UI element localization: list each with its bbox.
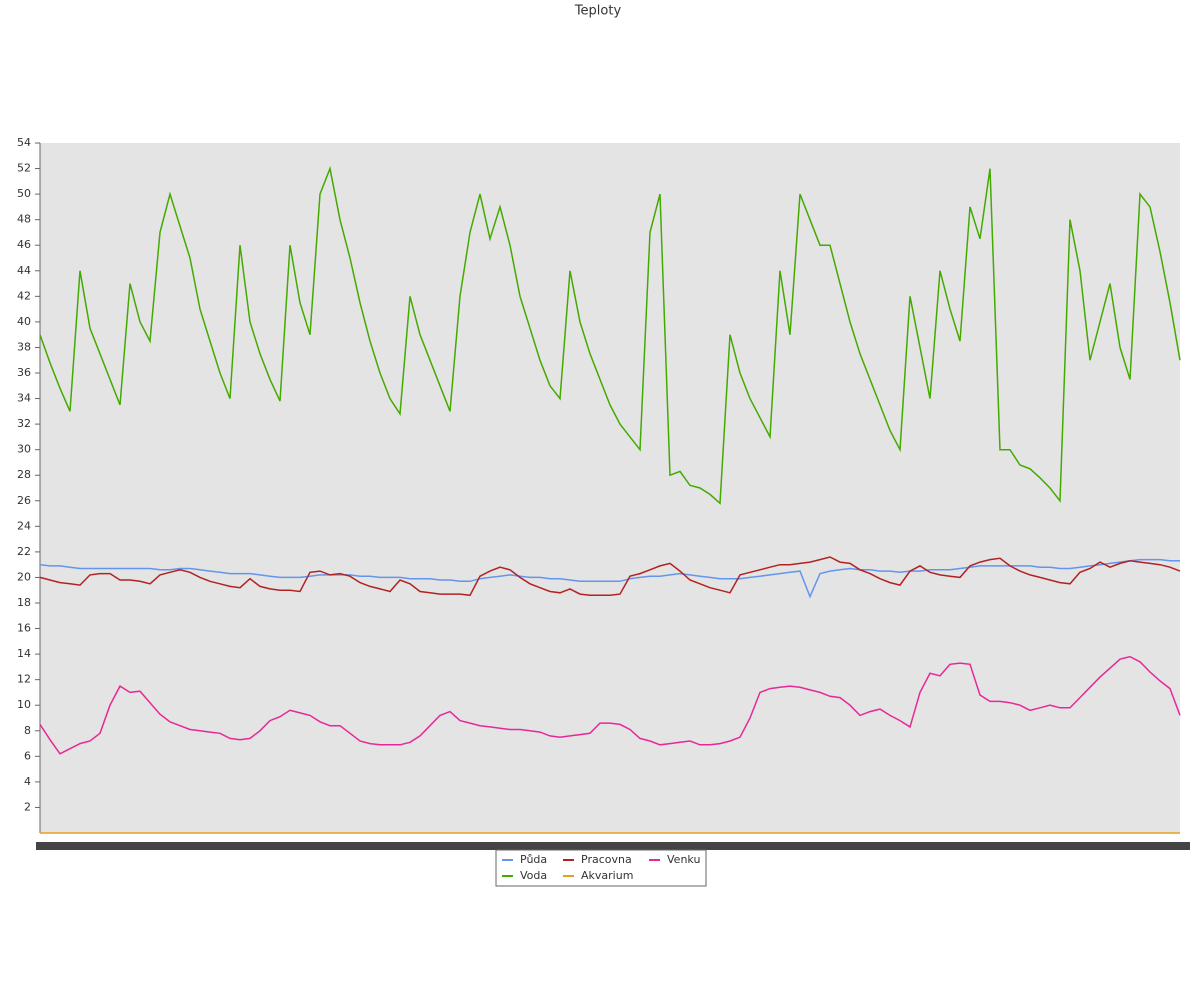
- y-tick-label: 10: [17, 698, 31, 711]
- legend-label: Pracovna: [581, 853, 632, 866]
- y-tick-label: 6: [24, 749, 31, 762]
- y-tick-label: 36: [17, 366, 31, 379]
- y-tick-label: 4: [24, 775, 31, 788]
- y-tick-label: 8: [24, 724, 31, 737]
- y-tick-label: 48: [17, 213, 31, 226]
- x-tick-labels-smear: [36, 842, 1190, 850]
- series-line: [39, 655, 1181, 755]
- series-line: [39, 165, 1181, 505]
- legend-label: Voda: [520, 869, 547, 882]
- y-tick-label: 46: [17, 238, 31, 251]
- y-tick-label: 20: [17, 570, 31, 583]
- y-tick-label: 18: [17, 596, 31, 609]
- y-tick-label: 22: [17, 545, 31, 558]
- series-line: [39, 558, 1180, 599]
- y-tick-label: 16: [17, 622, 31, 635]
- legend: [495, 849, 707, 887]
- legend-label: Půda: [520, 853, 547, 866]
- y-tick-label: 14: [17, 647, 31, 660]
- y-tick-label: 52: [17, 162, 31, 175]
- plot-area: [40, 143, 1180, 833]
- y-tick-label: 12: [17, 673, 31, 686]
- y-tick-label: 40: [17, 315, 31, 328]
- legend-label: Akvarium: [581, 869, 633, 882]
- y-tick-label: 42: [17, 289, 31, 302]
- y-tick-label: 50: [17, 187, 31, 200]
- y-tick-label: 32: [17, 417, 31, 430]
- y-tick-label: 44: [17, 264, 31, 277]
- legend-label: Venku: [667, 853, 700, 866]
- y-tick-label: 34: [17, 392, 31, 405]
- y-tick-label: 24: [17, 519, 31, 532]
- y-tick-label: 28: [17, 468, 31, 481]
- y-tick-label: 38: [17, 340, 31, 353]
- y-tick-label: 26: [17, 494, 31, 507]
- y-tick-label: 54: [17, 136, 31, 149]
- y-tick-label: 2: [24, 800, 31, 813]
- y-tick-label: 30: [17, 443, 31, 456]
- chart-title: Teploty: [574, 4, 622, 19]
- series-line: [39, 556, 1181, 597]
